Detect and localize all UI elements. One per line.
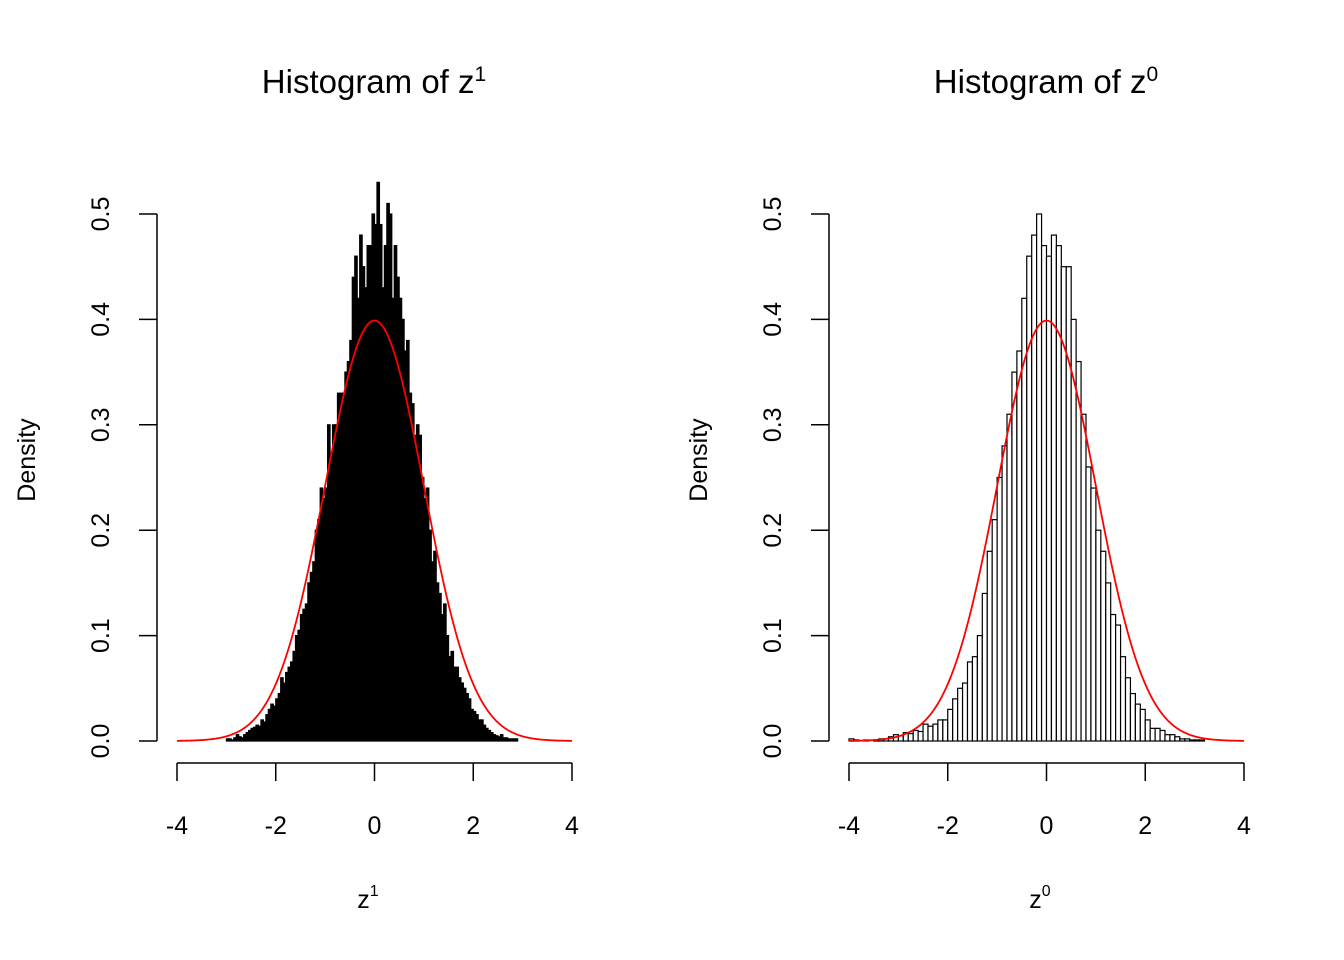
chart-title-right: Histogram of z0 bbox=[934, 63, 1158, 100]
histogram-bar bbox=[1110, 613, 1117, 742]
histogram-bar bbox=[952, 698, 959, 742]
x-axis-left: -4 -2 0 2 4 bbox=[166, 762, 579, 840]
histogram-bar bbox=[1095, 529, 1102, 742]
y-tick-label: 0.0 bbox=[87, 724, 115, 759]
x-tick-label: -4 bbox=[838, 812, 860, 840]
histogram-bar bbox=[961, 682, 969, 742]
histogram-bar bbox=[1105, 582, 1112, 742]
histogram-bar bbox=[922, 723, 929, 742]
x-tick-label: 2 bbox=[1138, 812, 1152, 840]
x-tick-label: 4 bbox=[565, 812, 579, 840]
histogram-bar bbox=[1060, 266, 1067, 742]
histogram-bar bbox=[1090, 487, 1097, 742]
histogram-bar bbox=[1011, 371, 1018, 742]
histogram-bar bbox=[1174, 736, 1181, 742]
histogram-bar bbox=[1075, 360, 1082, 742]
x-tick-label: -2 bbox=[265, 812, 287, 840]
histogram-bar bbox=[1134, 703, 1141, 742]
normal-density-curve-left bbox=[176, 319, 573, 742]
histogram-bar bbox=[1045, 255, 1053, 742]
x-axis-label-left: z1 bbox=[357, 883, 379, 914]
histogram-bar bbox=[1115, 624, 1122, 742]
histogram-bar bbox=[942, 719, 949, 742]
histogram-bar bbox=[1179, 738, 1186, 742]
histogram-bar bbox=[1100, 550, 1107, 742]
histogram-bar bbox=[1129, 692, 1136, 742]
histogram-bar bbox=[917, 730, 924, 742]
bars-right bbox=[848, 213, 1206, 742]
y-axis-label-right: Density bbox=[685, 418, 713, 502]
histogram-bar bbox=[1154, 727, 1161, 742]
histogram-bar bbox=[907, 733, 914, 742]
histogram-bar bbox=[986, 550, 993, 742]
x-axis-right: -4 -2 0 2 4 bbox=[838, 762, 1251, 840]
x-tick-label: 0 bbox=[1040, 812, 1054, 840]
y-axis-right: 0.0 0.1 0.2 0.3 0.4 0.5 bbox=[759, 197, 830, 759]
histogram-bar bbox=[1085, 466, 1092, 742]
histogram-z1: Histogram of z1 Density z1 -4 -2 0 2 4 0.00.… bbox=[13, 63, 579, 914]
histogram-bar bbox=[1031, 234, 1038, 742]
chart-title-left: Histogram of z1 bbox=[262, 63, 486, 100]
histogram-bar bbox=[1149, 727, 1156, 742]
histogram-bar bbox=[966, 661, 974, 742]
histogram-bar bbox=[1194, 739, 1201, 742]
histogram-bar bbox=[514, 738, 519, 742]
histogram-bar bbox=[1169, 734, 1176, 742]
histogram-bar bbox=[927, 725, 934, 742]
histogram-bar bbox=[1001, 445, 1008, 742]
y-tick-label: 0.1 bbox=[759, 618, 787, 653]
y-tick-label: 0.2 bbox=[759, 513, 787, 548]
histogram-bar bbox=[1144, 719, 1151, 742]
histogram-bar bbox=[912, 729, 919, 742]
histogram-bar bbox=[1050, 234, 1057, 742]
x-tick-label: 2 bbox=[466, 812, 480, 840]
histogram-bar bbox=[947, 708, 954, 742]
histogram-bar bbox=[1198, 739, 1206, 742]
y-tick-label: 0.3 bbox=[87, 407, 115, 442]
y-tick-label: 0.3 bbox=[759, 407, 787, 442]
histogram-bar bbox=[981, 592, 988, 742]
histogram-bar bbox=[1036, 213, 1043, 742]
histogram-bar bbox=[1006, 413, 1013, 742]
x-tick-label: -2 bbox=[937, 812, 959, 840]
y-tick-label: 0.4 bbox=[759, 302, 787, 337]
y-axis-label-left: Density bbox=[13, 418, 41, 502]
x-tick-label: 0 bbox=[368, 812, 382, 840]
y-tick-label: 0.2 bbox=[87, 513, 115, 548]
x-tick-label: 4 bbox=[1237, 812, 1251, 840]
histogram-bar bbox=[991, 519, 998, 742]
bars-left bbox=[225, 181, 519, 742]
histogram-bar bbox=[1080, 413, 1087, 742]
histogram-bar bbox=[1055, 245, 1062, 742]
histogram-bar bbox=[937, 719, 944, 742]
x-tick-label: -4 bbox=[166, 812, 188, 840]
histogram-bar bbox=[971, 656, 978, 742]
histogram-bar bbox=[1184, 738, 1191, 742]
y-tick-label: 0.5 bbox=[759, 197, 787, 232]
histogram-bar bbox=[1065, 266, 1072, 742]
histogram-bar bbox=[976, 634, 983, 742]
histogram-z0: Histogram of z0 Density z0 -4 -2 0 2 4 0.00.… bbox=[685, 63, 1251, 914]
histogram-bar bbox=[1159, 729, 1166, 742]
histogram-bar bbox=[1016, 350, 1023, 742]
histogram-bar bbox=[932, 723, 939, 742]
normal-density-curve-right bbox=[848, 319, 1245, 742]
histogram-bar bbox=[1189, 739, 1196, 742]
y-tick-label: 0.0 bbox=[759, 724, 787, 759]
histogram-bar bbox=[996, 476, 1003, 742]
y-tick-label: 0.5 bbox=[87, 197, 115, 232]
histogram-bar bbox=[1124, 677, 1132, 742]
histogram-bar bbox=[1139, 708, 1146, 742]
y-tick-label: 0.1 bbox=[87, 618, 115, 653]
x-axis-label-right: z0 bbox=[1029, 883, 1051, 914]
y-tick-label: 0.4 bbox=[87, 302, 115, 337]
y-axis-left: 0.0 0.1 0.2 0.3 0.4 0.5 bbox=[87, 197, 158, 759]
histogram-bar bbox=[957, 687, 964, 742]
histogram-bar bbox=[1119, 656, 1127, 742]
histogram-bar bbox=[1164, 734, 1171, 742]
histogram-bar bbox=[1026, 255, 1033, 742]
